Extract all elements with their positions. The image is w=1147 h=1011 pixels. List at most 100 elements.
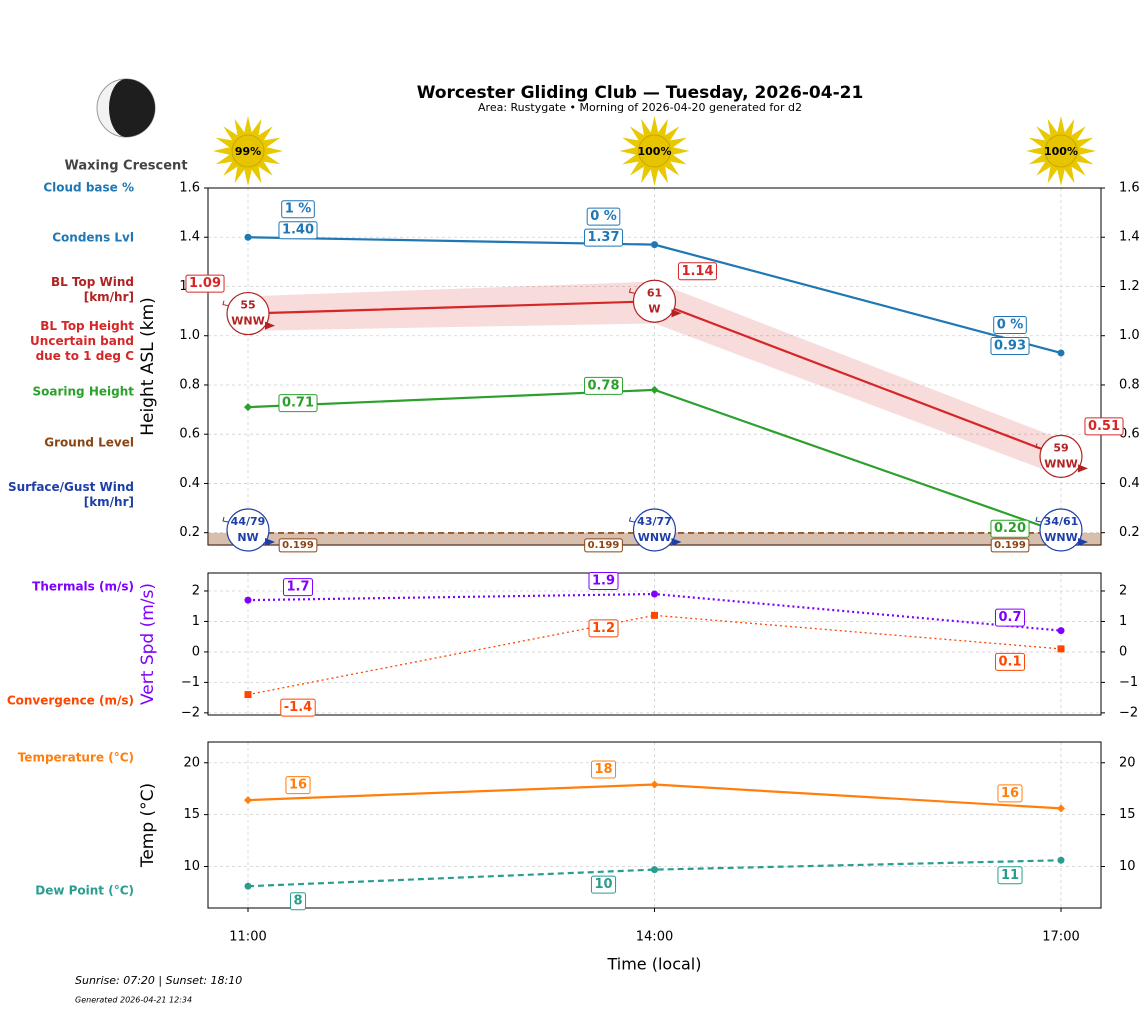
label-box [588, 572, 619, 591]
y2-tick-label: 1.2 [1119, 279, 1140, 294]
data-label-text: 10 [594, 877, 612, 892]
label-box [590, 875, 617, 894]
data-label: 0.1 [994, 652, 1026, 671]
y-tick-label: 15 [183, 807, 200, 822]
label-box [990, 538, 1030, 553]
legend-label: BL Top Wind [km/hr] [51, 275, 134, 304]
data-label: 1.09 [185, 274, 225, 293]
data-label: 8 [289, 892, 307, 911]
data-label-text: 1.2 [592, 621, 615, 636]
label-box [590, 760, 617, 779]
wind-arrow [1078, 464, 1088, 473]
label-box [278, 394, 318, 413]
y2-tick-label: 0.8 [1119, 377, 1140, 392]
series-line [247, 859, 1062, 888]
label-box [997, 784, 1023, 803]
wind-symbol: 59 WNW [1035, 434, 1088, 478]
data-label: 0.78 [583, 376, 624, 395]
data-label-text: 0.71 [282, 396, 314, 411]
wind-direction: WNW [638, 531, 671, 544]
data-label-text: 0.1 [998, 654, 1021, 669]
y-tick-label: −1 [181, 675, 200, 690]
wind-direction: W [648, 302, 660, 315]
y2-tick-label: 0 [1119, 644, 1127, 659]
y-tick-label: 1.0 [179, 328, 200, 343]
wind-barb [222, 516, 229, 523]
chart-subtitle: Area: Rustygate • Morning of 2026-04-20 … [478, 101, 802, 114]
marker [1057, 856, 1065, 864]
wind-arrow [671, 538, 682, 546]
x-tick-label: 17:00 [1042, 930, 1079, 945]
data-label: 1.2 [588, 619, 619, 638]
data-label-text: 11 [1001, 868, 1019, 883]
marker [1057, 627, 1065, 635]
label-box [185, 274, 225, 293]
data-label: 0.7 [994, 608, 1026, 627]
y2-tick-label: 0.6 [1119, 427, 1140, 442]
x-tick-label: 14:00 [636, 930, 673, 945]
data-label: 1 % [281, 200, 315, 219]
legend-label: Temperature (°C) [18, 751, 134, 765]
label-box [584, 538, 623, 553]
data-label: 0.51 [1084, 417, 1124, 436]
wind-symbol: 61 W [628, 279, 682, 323]
data-label-text: 1.14 [681, 264, 713, 279]
data-label-text: 8 [293, 894, 302, 909]
data-label: 0 % [993, 315, 1027, 334]
wind-arrow [265, 538, 275, 546]
data-label: 0.199 [278, 538, 318, 553]
sun-icon [231, 134, 265, 168]
y-tick-label: 1.4 [179, 230, 200, 245]
wind-arrow [671, 309, 682, 318]
y2-tick-label: 20 [1119, 755, 1136, 770]
label-box [994, 608, 1026, 627]
wind-speed: 55 [240, 299, 255, 312]
label-box [278, 538, 318, 553]
chart-title: Worcester Gliding Club — Tuesday, 2026-0… [417, 83, 864, 103]
wind-direction: WNW [1044, 531, 1077, 544]
wind-speed: 43/77 [637, 515, 672, 528]
y2-tick-label: 1.0 [1119, 328, 1140, 343]
data-label: -1.4 [280, 698, 316, 717]
sun-label: 99% [235, 145, 261, 158]
data-label: 16 [285, 776, 311, 795]
y-tick-label: 1.6 [179, 181, 200, 196]
marker [244, 596, 252, 604]
marker [244, 233, 252, 241]
label-box [583, 376, 624, 395]
wind-circle [226, 291, 270, 336]
marker [244, 403, 252, 412]
marker [244, 882, 252, 890]
marker [651, 611, 658, 619]
label-box [282, 578, 314, 597]
data-label: 1.14 [677, 262, 718, 281]
data-label: 0.199 [990, 538, 1030, 553]
wind-barb [1035, 443, 1042, 449]
y-axis-label: Temp (°C) [138, 783, 158, 868]
label-box [588, 619, 619, 638]
data-label: 0.20 [990, 519, 1030, 538]
y-tick-label: 1 [192, 614, 200, 629]
data-label-text: 1.9 [592, 574, 615, 589]
legend-label: Cloud base % [43, 181, 134, 195]
y2-tick-label: 1 [1119, 614, 1127, 629]
data-label-text: 1 % [285, 202, 312, 217]
data-label: 1.7 [282, 578, 314, 597]
y-tick-label: 0.4 [179, 476, 200, 491]
sun-label: 100% [1044, 145, 1078, 158]
wind-direction: NW [237, 531, 258, 544]
data-label-text: -1.4 [284, 700, 312, 715]
data-label-text: 0 % [590, 209, 617, 224]
y-tick-label: 0.6 [179, 427, 200, 442]
plot-frame [207, 572, 1102, 716]
wind-speed: 34/61 [1044, 515, 1079, 528]
data-label-text: 0.51 [1088, 419, 1120, 434]
data-label-text: 0.20 [994, 521, 1026, 536]
marker [651, 866, 658, 874]
wind-barb [222, 300, 229, 307]
wind-barb [628, 288, 635, 294]
data-label: 18 [590, 760, 617, 779]
y2-tick-label: 15 [1119, 807, 1136, 822]
wind-circle [1039, 508, 1083, 552]
sun-label: 100% [638, 145, 672, 158]
